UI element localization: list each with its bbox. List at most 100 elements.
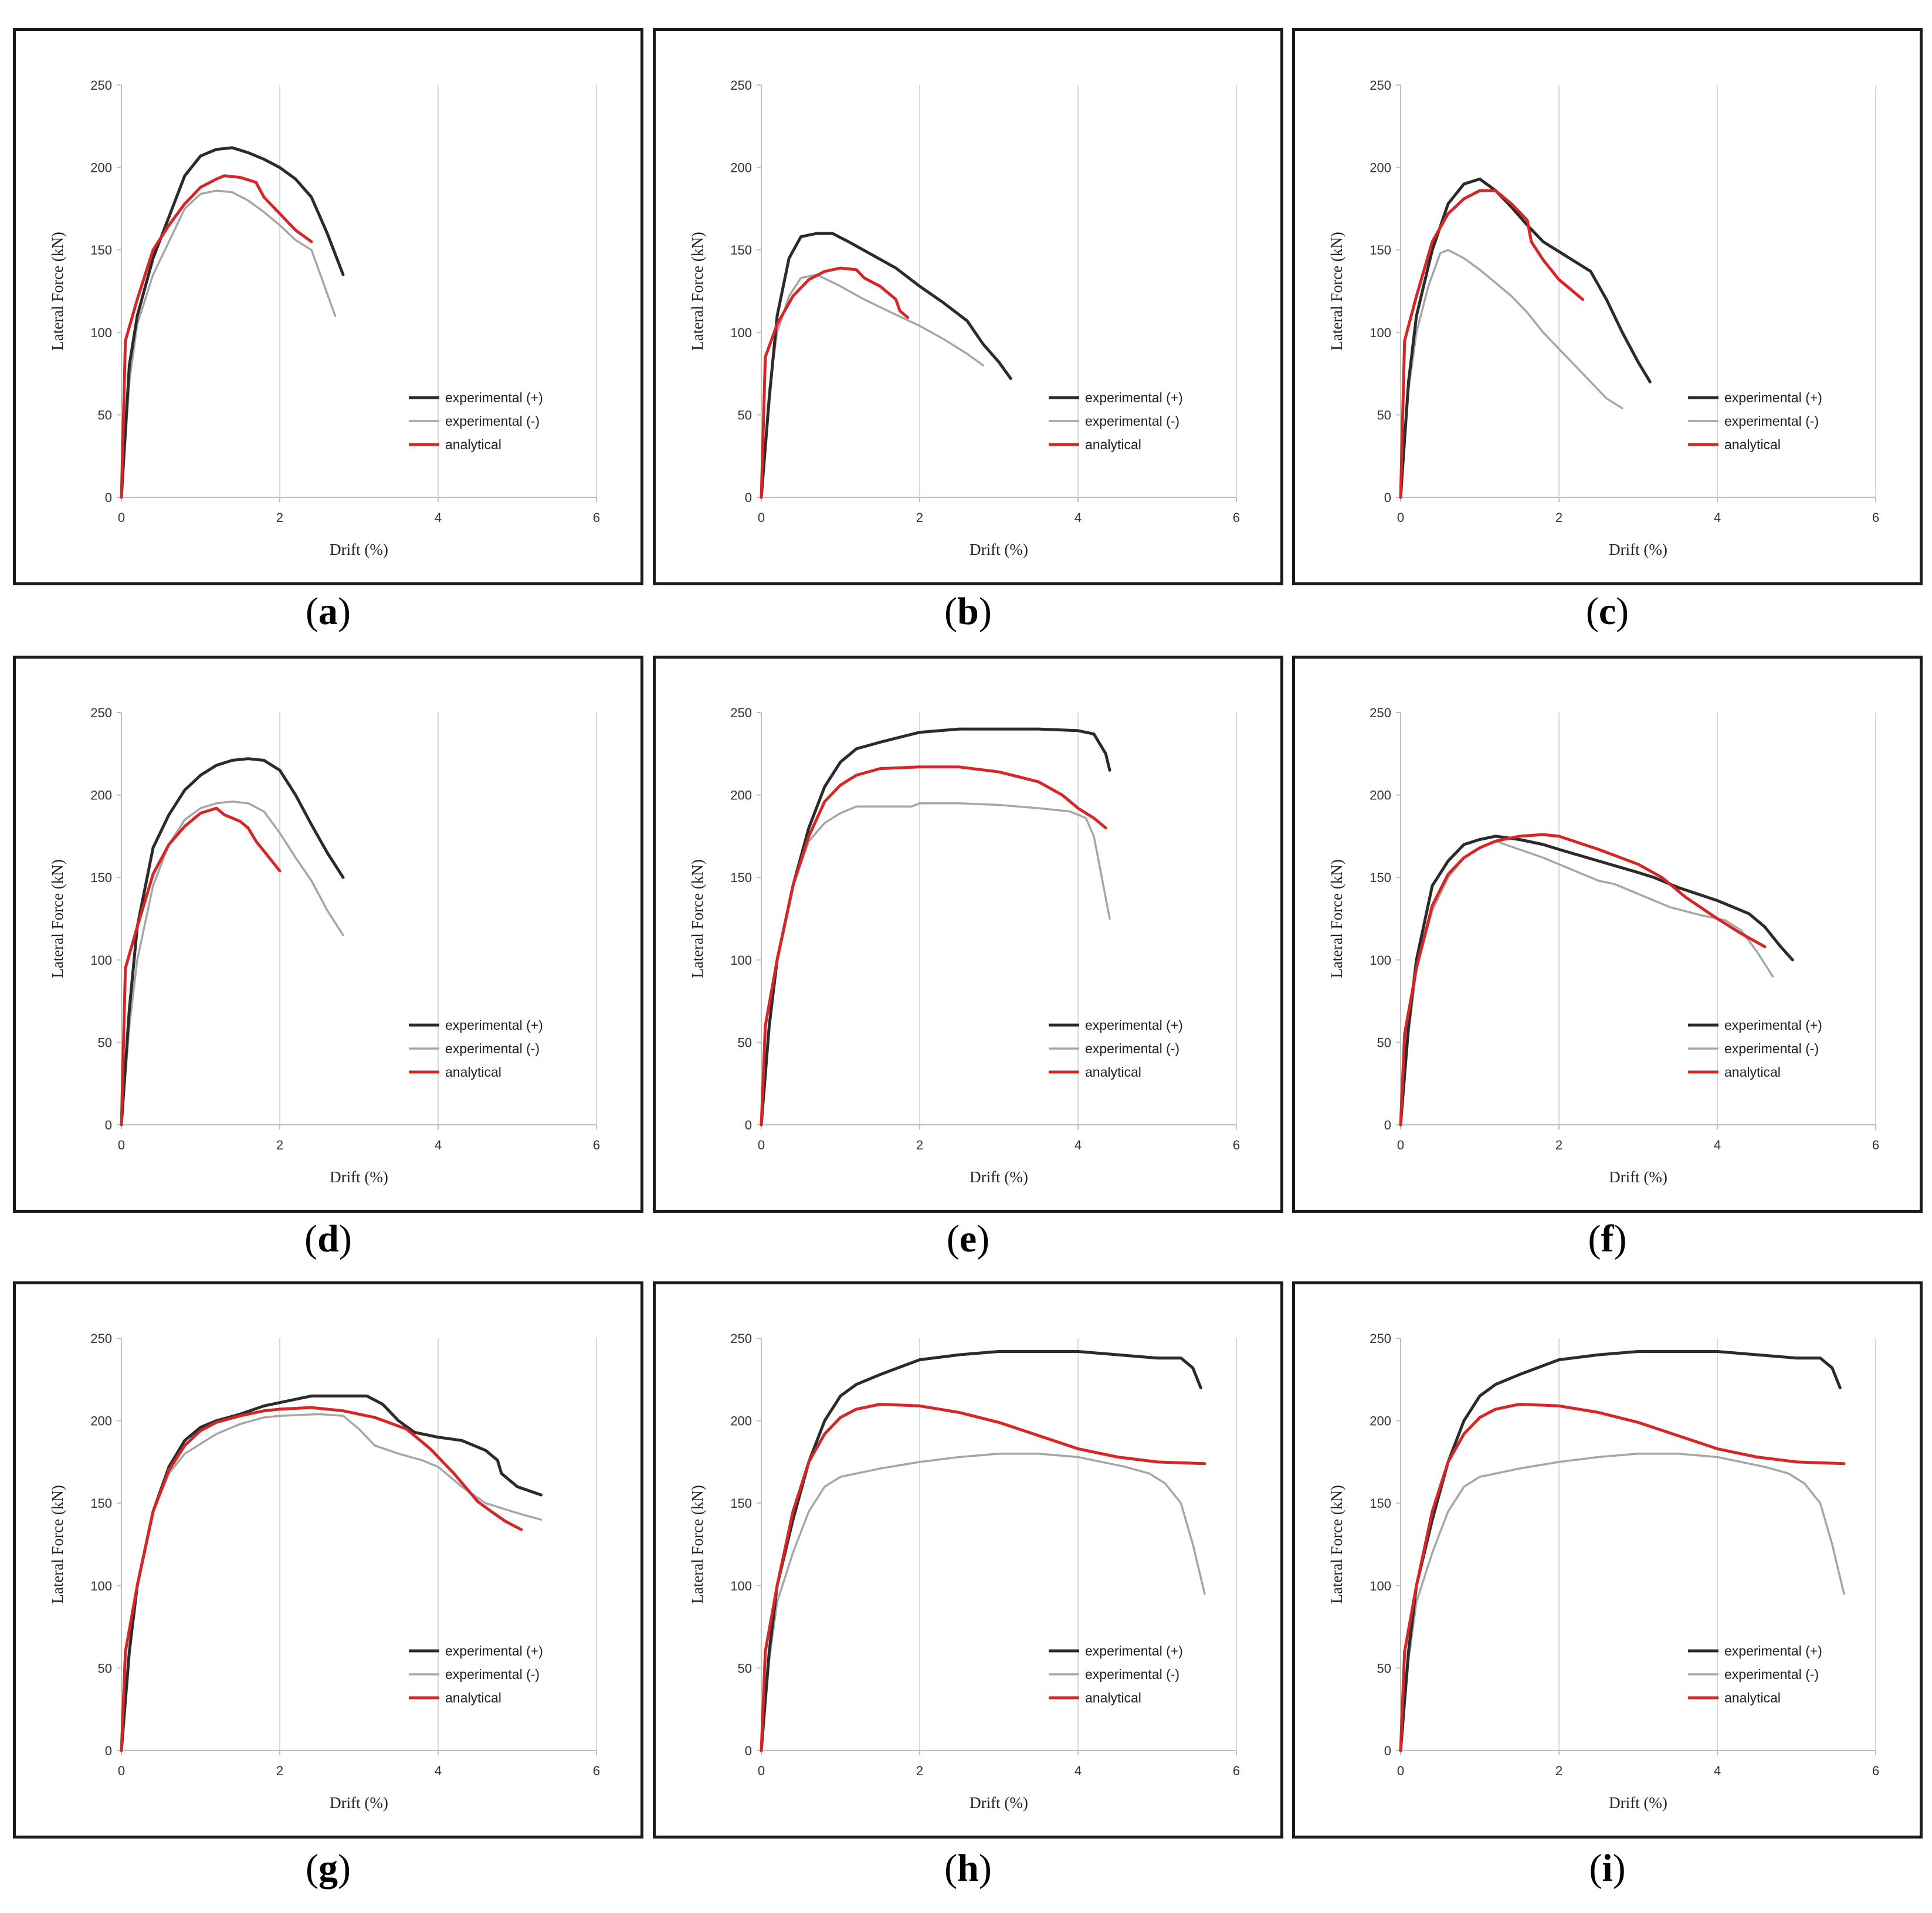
x-tick-label: 2	[916, 1138, 923, 1152]
chart-svg-e: 0 50 100 150 200 250 0 2 4 6 Drift (%) Lateral Forc…	[689, 705, 1240, 1186]
x-tick-label: 2	[1555, 1763, 1562, 1778]
chart-svg-h: 0 50 100 150 200 250 0 2 4 6 Drift (%) Lateral Forc…	[689, 1331, 1240, 1812]
x-axis-label: Drift (%)	[1609, 1794, 1667, 1812]
series-line-exp-neg	[760, 1453, 1206, 1752]
x-tick-label: 0	[1397, 510, 1404, 525]
x-tick-label: 6	[1233, 510, 1240, 525]
chart-svg-d: 0 50 100 150 200 250 0 2 4 6 Drift (%) Lateral Forc…	[49, 705, 600, 1186]
y-tick-label: 50	[98, 408, 112, 422]
legend-label: experimental (+)	[1724, 1017, 1822, 1033]
series-line-exp-neg	[760, 273, 984, 498]
chart-panel-c: 0 50 100 150 200 250 0 2 4 6 Drift (%) Lateral Forc…	[1292, 28, 1923, 585]
y-tick-label: 150	[90, 1496, 112, 1511]
y-axis-label: Lateral Force (kN)	[1328, 1485, 1345, 1603]
y-axis-label: Lateral Force (kN)	[49, 232, 66, 350]
y-tick-label: 150	[730, 243, 752, 257]
legend-label: experimental (-)	[1085, 1667, 1179, 1682]
y-tick-label: 50	[738, 1661, 752, 1675]
legend-label: analytical	[1724, 437, 1781, 452]
legend-label: experimental (-)	[1724, 1041, 1819, 1056]
x-tick-label: 2	[916, 510, 923, 525]
x-tick-label: 0	[1397, 1763, 1404, 1778]
y-tick-label: 100	[90, 325, 112, 340]
y-tick-label: 250	[730, 1331, 752, 1346]
y-tick-label: 100	[730, 1579, 752, 1593]
x-tick-label: 0	[118, 510, 125, 525]
y-tick-label: 250	[730, 78, 752, 93]
x-axis-label: Drift (%)	[970, 1168, 1028, 1186]
series-line-exp-pos	[1399, 177, 1652, 499]
x-axis-label: Drift (%)	[330, 541, 388, 558]
y-tick-label: 150	[1370, 870, 1391, 885]
y-tick-label: 100	[1370, 325, 1391, 340]
y-tick-label: 50	[1377, 408, 1391, 422]
legend-label: experimental (+)	[1724, 390, 1822, 405]
y-axis-label: Lateral Force (kN)	[1328, 232, 1345, 350]
y-axis-label: Lateral Force (kN)	[49, 859, 66, 978]
x-tick-label: 4	[1075, 510, 1082, 525]
legend-label: experimental (+)	[1085, 1643, 1183, 1658]
legend-label: analytical	[1085, 1064, 1141, 1080]
legend-label: analytical	[445, 1690, 501, 1705]
legend-label: analytical	[1724, 1064, 1781, 1080]
panel-caption: (h)	[944, 1847, 992, 1890]
series-line-analytical	[120, 174, 313, 499]
y-tick-label: 200	[90, 788, 112, 803]
panel-caption: (i)	[1589, 1847, 1626, 1890]
chart-svg-g: 0 50 100 150 200 250 0 2 4 6 Drift (%) Lateral Forc…	[49, 1331, 600, 1812]
legend-label: analytical	[1724, 1690, 1781, 1705]
chart-panel-i: 0 50 100 150 200 250 0 2 4 6 Drift (%) Lateral Forc…	[1292, 1281, 1923, 1839]
panel-caption: (f)	[1588, 1217, 1627, 1260]
y-axis-label: Lateral Force (kN)	[689, 859, 706, 978]
series-line-analytical	[760, 266, 910, 499]
x-tick-label: 2	[276, 510, 283, 525]
x-tick-label: 4	[435, 1138, 442, 1152]
legend-label: experimental (+)	[445, 390, 543, 405]
y-axis-label: Lateral Force (kN)	[689, 232, 706, 350]
y-tick-label: 100	[90, 1579, 112, 1593]
y-tick-label: 150	[730, 870, 752, 885]
series-line-exp-neg	[1399, 249, 1623, 498]
y-tick-label: 200	[730, 1414, 752, 1429]
series-line-exp-pos	[760, 727, 1111, 1127]
y-tick-label: 0	[105, 1744, 112, 1758]
series-line-analytical	[1399, 833, 1767, 1127]
y-tick-label: 200	[730, 161, 752, 175]
series-line-analytical	[760, 765, 1107, 1127]
x-tick-label: 4	[1714, 1763, 1721, 1778]
y-tick-label: 250	[730, 705, 752, 720]
y-tick-label: 100	[730, 953, 752, 968]
x-axis-label: Drift (%)	[330, 1794, 388, 1812]
panel-caption: (c)	[1585, 590, 1629, 633]
y-tick-label: 0	[1384, 1118, 1391, 1132]
x-tick-label: 0	[758, 1138, 765, 1152]
series-line-exp-neg	[1399, 1453, 1845, 1752]
x-tick-label: 6	[593, 1138, 600, 1152]
legend-label: experimental (-)	[1085, 1041, 1179, 1056]
y-tick-label: 150	[730, 1496, 752, 1511]
legend-label: experimental (-)	[445, 413, 540, 429]
x-tick-label: 2	[1555, 510, 1562, 525]
y-tick-label: 250	[1370, 1331, 1391, 1346]
x-tick-label: 6	[1233, 1763, 1240, 1778]
y-tick-label: 200	[90, 161, 112, 175]
x-tick-label: 6	[1872, 1763, 1879, 1778]
y-tick-label: 100	[1370, 953, 1391, 968]
x-tick-label: 4	[435, 510, 442, 525]
y-tick-label: 0	[105, 490, 112, 505]
y-tick-label: 50	[98, 1661, 112, 1675]
x-tick-label: 0	[118, 1763, 125, 1778]
y-axis-label: Lateral Force (kN)	[49, 1485, 66, 1603]
x-tick-label: 4	[1075, 1763, 1082, 1778]
y-tick-label: 150	[90, 243, 112, 257]
chart-panel-a: 0 50 100 150 200 250 0 2 4 6 Drift (%) Lateral Forc…	[13, 28, 643, 585]
chart-svg-a: 0 50 100 150 200 250 0 2 4 6 Drift (%) Lateral Forc…	[49, 78, 600, 558]
x-axis-label: Drift (%)	[1609, 541, 1667, 558]
legend-label: experimental (+)	[445, 1017, 543, 1033]
chart-svg-c: 0 50 100 150 200 250 0 2 4 6 Drift (%) Lateral Forc…	[1328, 78, 1879, 558]
y-tick-label: 0	[745, 490, 752, 505]
series-line-analytical	[760, 1403, 1206, 1752]
x-tick-label: 6	[593, 510, 600, 525]
panel-caption: (a)	[306, 590, 351, 633]
chart-svg-f: 0 50 100 150 200 250 0 2 4 6 Drift (%) Lateral Forc…	[1328, 705, 1879, 1186]
